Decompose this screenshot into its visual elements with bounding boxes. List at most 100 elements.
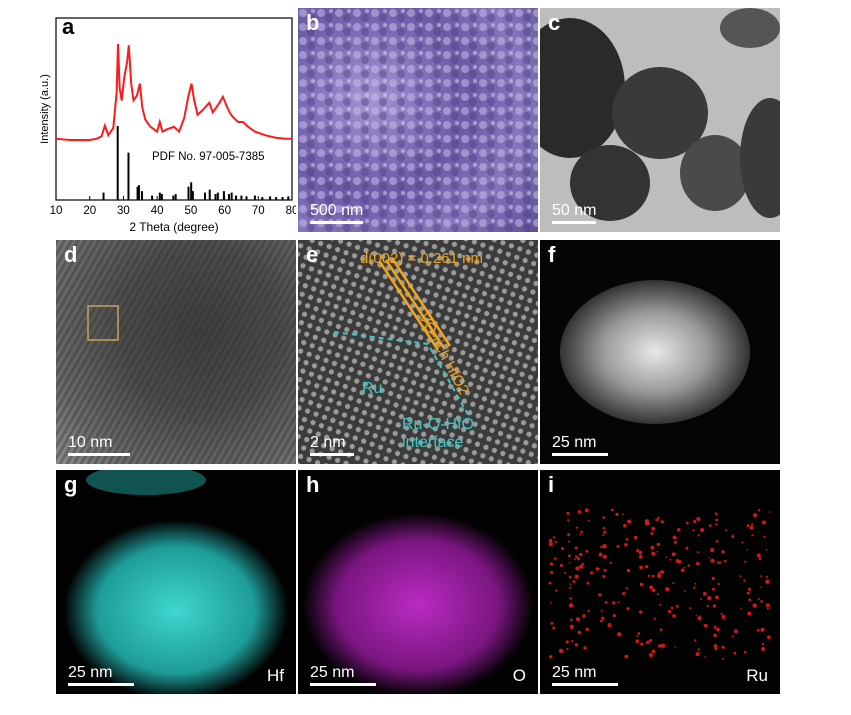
ru-dot: [550, 622, 554, 625]
ru-dot: [581, 562, 584, 566]
x-axis-label: 2 Theta (degree): [129, 220, 218, 234]
scale-bar-label: 50 nm: [552, 202, 597, 219]
ru-dot: [573, 558, 576, 561]
ru-dot: [708, 557, 711, 559]
ru-dot: [710, 558, 715, 563]
ru-dot: [657, 574, 661, 579]
ru-dot: [651, 574, 655, 578]
tem-particles: [540, 8, 780, 221]
ru-dot: [697, 648, 700, 651]
ru-dot: [584, 508, 589, 513]
d-spacing-label: d(002) = 0.261 nm: [360, 250, 483, 267]
lattice-line: [390, 257, 452, 347]
ru-dot: [587, 519, 590, 522]
panel-label-i: i: [548, 472, 555, 497]
ru-dot: [656, 593, 659, 596]
ru-dot: [696, 551, 699, 554]
ru-dot: [751, 523, 754, 526]
ru-dot: [689, 607, 692, 610]
ru-dot: [625, 538, 629, 541]
ru-dot: [693, 520, 697, 523]
ru-dot: [761, 642, 765, 646]
ru-dot: [568, 575, 572, 579]
ru-dot: [741, 541, 744, 544]
ru-dot: [749, 588, 752, 591]
element-label-hf: Hf: [267, 666, 284, 685]
ru-dot: [645, 565, 649, 569]
ru-dot: [743, 579, 746, 582]
ru-dot: [574, 574, 579, 579]
panel-label-f: f: [548, 242, 556, 267]
ru-dot: [570, 618, 573, 621]
ru-dot: [725, 529, 727, 532]
ru-dot: [651, 526, 656, 531]
ru-dot: [599, 553, 602, 557]
ru-dot: [668, 609, 672, 614]
ru-dot: [585, 549, 589, 553]
ru-dot: [695, 614, 698, 617]
ru-dot: [687, 564, 690, 567]
scale-bar-label: 25 nm: [310, 664, 355, 681]
scale-bar-b: 500 nm: [310, 202, 364, 224]
ru-dot: [635, 639, 639, 643]
panel-label-d: d: [64, 242, 78, 267]
ru-dot: [575, 566, 580, 571]
ru-dot: [609, 561, 612, 565]
ru-dot: [716, 540, 719, 543]
ru-dot: [649, 585, 654, 590]
ru-dot: [733, 651, 737, 655]
ru-label: Ru: [362, 380, 383, 397]
ru-dot: [566, 647, 569, 650]
ru-dot: [656, 542, 660, 547]
ru-dot: [651, 649, 656, 654]
ru-dot: [639, 582, 644, 587]
ru-dot: [740, 607, 742, 609]
panel-label-h: h: [306, 472, 320, 497]
panel-b-sem: b 500 nm: [298, 8, 538, 232]
ru-dot: [548, 538, 553, 543]
ru-dot: [586, 581, 590, 585]
ru-dot: [650, 639, 653, 641]
ru-dot: [765, 548, 768, 551]
ru-dot: [752, 603, 757, 608]
ru-dot: [669, 558, 672, 561]
ru-dot: [716, 627, 720, 632]
ru-dot: [568, 586, 571, 589]
ru-dot: [549, 562, 554, 566]
panel-label-g: g: [64, 472, 78, 497]
ru-dot: [568, 562, 571, 564]
ru-dot: [626, 568, 631, 573]
ru-dot: [564, 571, 567, 574]
ru-dot: [744, 560, 747, 563]
ru-dot: [712, 604, 716, 608]
o-map: [303, 513, 533, 694]
ru-dot: [712, 587, 715, 591]
panel-label-e: e: [306, 242, 319, 267]
ru-dot: [615, 512, 619, 516]
ru-dot: [715, 595, 719, 600]
ru-dot: [731, 635, 734, 638]
ru-dot: [568, 603, 574, 608]
ru-dot: [749, 525, 754, 530]
ru-dot: [715, 523, 718, 526]
ru-dot: [763, 535, 766, 538]
ru-dot: [758, 557, 762, 561]
scale-bar-e: 2 nm: [310, 434, 354, 456]
y-axis-label: Intensity (a.u.): [40, 74, 51, 144]
xrd-chart: 10 20 30 40 50 60 70 80 PDF No. 97-005-7385 2 T…: [40, 17, 296, 234]
ru-dot: [672, 535, 677, 540]
scale-bar-f: 25 nm: [552, 434, 608, 456]
ru-dot: [653, 617, 656, 620]
panel-label-b: b: [306, 10, 320, 35]
ru-dot: [680, 568, 685, 573]
ru-dot: [558, 648, 564, 654]
ru-dot: [595, 567, 600, 571]
ru-dot: [765, 603, 770, 608]
ru-dot: [548, 542, 553, 547]
ru-dot: [639, 610, 643, 614]
ru-dot: [549, 655, 553, 659]
ru-dot: [656, 551, 659, 553]
ru-dot: [675, 559, 680, 563]
ru-dot: [718, 561, 722, 565]
ru-dot: [636, 635, 639, 637]
